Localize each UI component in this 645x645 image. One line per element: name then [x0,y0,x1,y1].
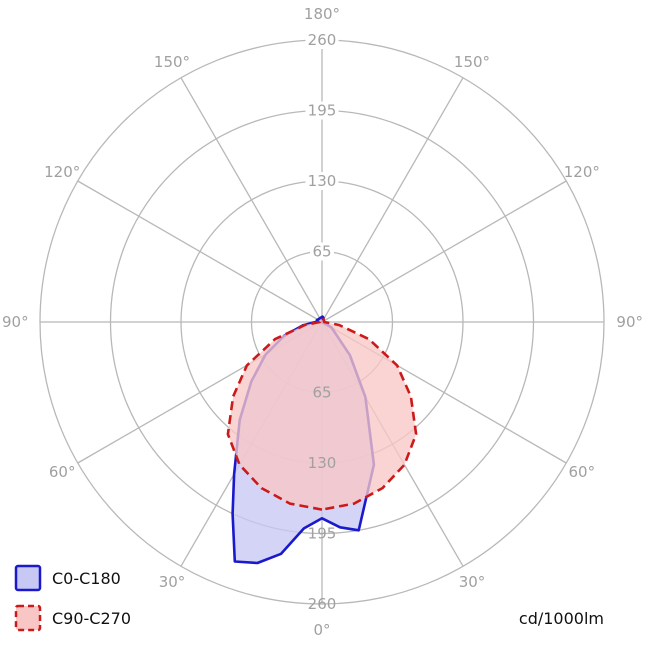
angle-label-a120-right: 120° [564,163,600,181]
ring-label-130-top: 130 [308,172,337,190]
legend-swatch-c90-c270[interactable] [14,604,42,632]
ring-label-260-top: 260 [308,31,337,49]
angle-label-a0: 0° [313,621,330,639]
ring-label-195-bottom: 195 [308,525,337,543]
ring-label-130-bottom: 130 [308,454,337,472]
legend: C0-C180 C90-C270 [14,564,131,632]
angle-labels: 0° 180° 30° 30° 60° 60° 90° 90° 120° 120° 150° 150° [2,5,643,639]
ring-label-bg-260 [305,31,339,49]
ring-label-bg-65 [310,242,334,261]
ring-label-bg-195 [305,101,339,120]
angle-label-a90-right: 90° [616,313,643,331]
ring-label-260-bottom: 260 [308,595,337,613]
ring-labels: 65 65 130 130 195 195 260 260 [305,31,339,613]
legend-label-c0-c180: C0-C180 [52,569,121,588]
angle-label-a180: 180° [304,5,340,23]
angle-label-a30-left: 30° [159,573,186,591]
angle-label-a150-right: 150° [454,53,490,71]
angle-label-a120-left: 120° [44,163,80,181]
grid-spoke-240 [77,180,323,323]
unit-label: cd/1000lm [519,609,604,628]
series-layer [226,315,418,565]
ring-label-195-top: 195 [308,102,337,120]
legend-label-c90-c270: C90-C270 [52,609,131,628]
angle-label-a60-left: 60° [49,463,76,481]
angle-label-a150-left: 150° [154,53,190,71]
series-c90-c270 [226,317,418,511]
angle-label-a30-right: 30° [459,573,486,591]
ring-label-65-top: 65 [312,243,331,261]
grid-spoke-210 [180,77,323,323]
grid-spoke-120 [321,180,567,323]
grid-spoke-150 [321,77,464,323]
angle-label-a60-right: 60° [569,463,596,481]
legend-swatch-c0-c180[interactable] [14,564,42,592]
angle-label-a90-left: 90° [2,313,29,331]
ring-label-65-bottom: 65 [312,384,331,402]
ring-label-bg-130 [305,172,339,190]
